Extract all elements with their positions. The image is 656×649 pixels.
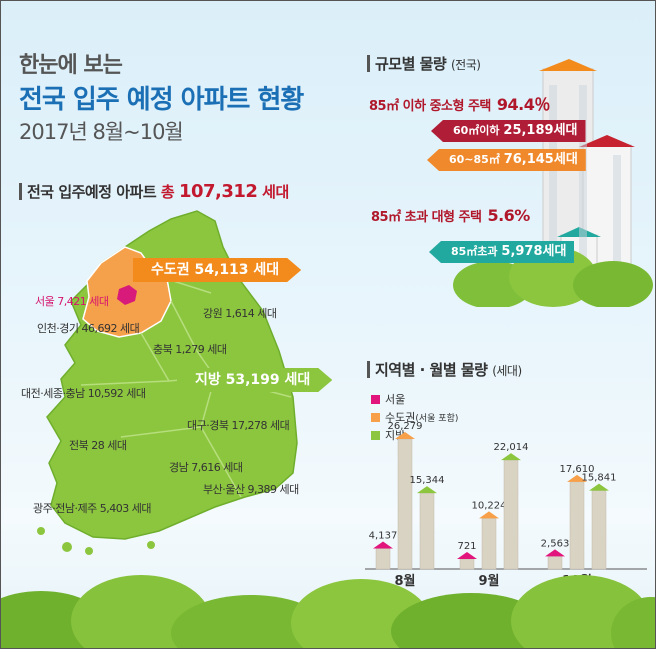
legend-swatch-capital xyxy=(371,413,380,422)
header-period: 2017년 8월~10월 xyxy=(19,120,184,144)
tree-cluster-top xyxy=(453,247,653,307)
ribbon-60-85-label: 60~85㎡ xyxy=(449,153,500,166)
monthly-chart-heading: 지역별 · 월별 물량 (세대) xyxy=(367,359,522,380)
large-housing-pct: 5.6% xyxy=(487,206,530,225)
map-islands xyxy=(37,527,155,555)
ribbon-under-60-label: 60㎡이하 xyxy=(453,124,500,137)
local-region-flag: 지방 53,199 세대 xyxy=(177,368,332,392)
ribbon-over-85: 85㎡초과 5,978세대 xyxy=(429,241,575,263)
data-label-지방-10월: 15,841 xyxy=(582,473,617,484)
chart-title-unit: (세대) xyxy=(492,364,522,378)
legend-capital: 수도권(서울 포함) xyxy=(371,409,458,425)
monthly-bar-chart: 4,137 26,279 15,344 8월 721 10,224 22,014 9월 2,56… xyxy=(365,421,647,589)
size-title: 규모별 물량 xyxy=(375,55,447,73)
capital-region-flag: 수도권 54,113 세대 xyxy=(133,258,301,282)
total-unit: 세대 xyxy=(262,183,289,201)
size-subtitle: (전국) xyxy=(450,58,481,72)
bar-지방-10월 xyxy=(591,490,607,570)
size-section-heading: 규모별 물량 (전국) xyxy=(367,53,481,74)
bar-수도권-10월 xyxy=(569,481,585,570)
legend-swatch-seoul xyxy=(371,395,380,404)
data-label-서울-9월: 721 xyxy=(457,541,476,552)
ribbon-over-85-value: 5,978세대 xyxy=(501,244,567,259)
bar-roof-서울-10월 xyxy=(545,549,565,557)
bar-지방-9월 xyxy=(503,459,519,570)
region-gyeongnam: 경남 7,616 세대 xyxy=(169,461,243,474)
national-total-heading: 전국 입주예정 아파트 총 107,312 세대 xyxy=(19,181,289,202)
small-housing-pct: 94.4％ xyxy=(496,95,550,114)
large-housing-label: 85㎡ 초과 대형 주택 xyxy=(371,210,482,225)
data-label-지방-9월: 22,014 xyxy=(494,442,529,453)
data-label-수도권-8월: 26,279 xyxy=(388,421,423,432)
small-housing-line: 85㎡ 이하 중소형 주택 94.4％ xyxy=(369,91,550,115)
ribbon-under-60-value: 25,189세대 xyxy=(503,123,578,138)
total-value: 107,312 xyxy=(178,181,258,202)
korea-map xyxy=(37,210,298,555)
heading-bar-icon xyxy=(19,183,22,200)
heading-bar-icon xyxy=(367,55,370,72)
bar-roof-지방-10월 xyxy=(589,483,609,491)
ribbon-60-85-value: 76,145세대 xyxy=(503,152,578,167)
bar-roof-서울-9월 xyxy=(457,552,477,559)
header-line-1: 한눈에 보는 xyxy=(19,53,123,78)
region-daegu-gyeongbuk: 대구·경북 17,278 세대 xyxy=(187,419,290,432)
region-seoul: 서울 7,421 세대 xyxy=(35,295,109,308)
data-label-서울-8월: 4,137 xyxy=(369,531,398,542)
bar-roof-수도권-9월 xyxy=(479,511,499,519)
small-housing-label: 85㎡ 이하 중소형 주택 xyxy=(369,99,491,114)
map-seoul xyxy=(117,285,137,305)
header-title: 전국 입주 예정 아파트 현황 xyxy=(19,85,304,115)
region-incheon-gyeonggi: 인천·경기 46,692 세대 xyxy=(37,322,140,335)
legend-note-capital: (서울 포함) xyxy=(415,414,459,424)
total-prefix: 총 xyxy=(160,183,175,201)
ribbon-under-60: 60㎡이하 25,189세대 xyxy=(431,120,586,142)
ribbon-over-85-label: 85㎡초과 xyxy=(451,245,498,258)
bar-roof-수도권-10월 xyxy=(567,474,587,482)
legend-label-capital: 수도권 xyxy=(385,411,416,424)
national-label: 전국 입주예정 아파트 xyxy=(27,183,157,201)
heading-bar-icon xyxy=(367,361,370,378)
data-label-서울-10월: 2,563 xyxy=(541,538,570,549)
x-tick-label-9월: 9월 xyxy=(478,573,499,589)
x-tick-label-8월: 8월 xyxy=(394,573,415,589)
bottom-trees xyxy=(1,575,655,648)
region-gangwon: 강원 1,614 세대 xyxy=(203,307,277,320)
legend-swatch-local xyxy=(371,431,380,440)
data-label-수도권-10월: 17,610 xyxy=(560,464,595,475)
legend-seoul: 서울 xyxy=(371,391,458,407)
region-chungbuk: 충북 1,279 세대 xyxy=(153,343,227,356)
bar-수도권-8월 xyxy=(397,438,413,570)
region-daejeon-sejong-chungnam: 대전·세종·충남 10,592 세대 xyxy=(21,387,146,400)
bar-roof-서울-8월 xyxy=(373,541,393,549)
ribbon-60-85: 60~85㎡ 76,145세대 xyxy=(427,149,586,171)
bar-roof-지방-9월 xyxy=(501,453,521,461)
bar-지방-8월 xyxy=(419,492,435,570)
bar-roof-지방-8월 xyxy=(417,486,437,494)
region-jeonbuk: 전북 28 세대 xyxy=(69,439,127,452)
chart-legend: 서울 수도권(서울 포함) 지방 xyxy=(371,391,458,443)
legend-label-seoul: 서울 xyxy=(385,393,406,406)
region-busan-ulsan: 부산·울산 9,389 세대 xyxy=(203,483,299,496)
bar-roof-수도권-8월 xyxy=(395,432,415,439)
large-housing-line: 85㎡ 초과 대형 주택 5.6% xyxy=(371,206,530,225)
region-gwangju-jeonnam-jeju: 광주·전남·제주 5,403 세대 xyxy=(33,502,151,515)
data-label-지방-8월: 15,344 xyxy=(410,475,445,486)
chart-title: 지역별 · 월별 물량 xyxy=(375,361,488,379)
data-label-수도권-9월: 10,224 xyxy=(472,500,507,511)
